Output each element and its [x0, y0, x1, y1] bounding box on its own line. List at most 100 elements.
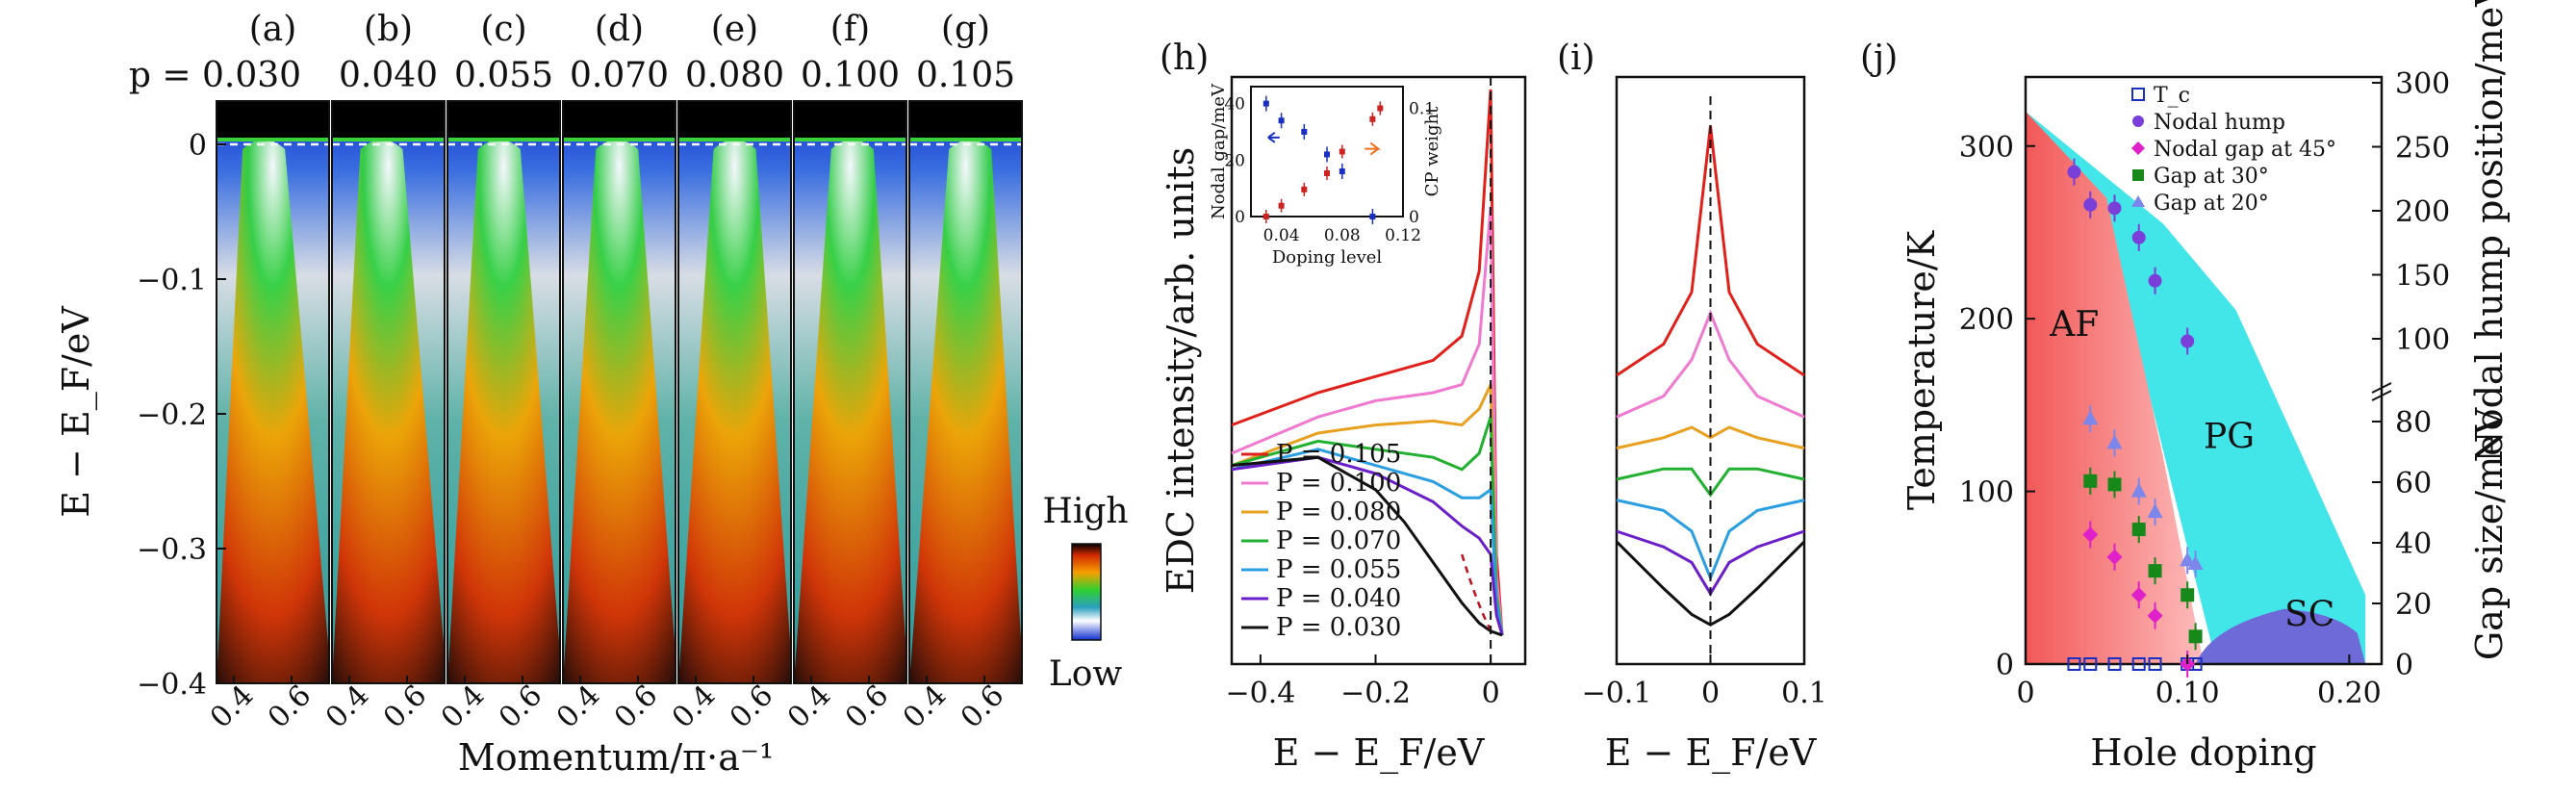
inset-xlabel: Doping level [1272, 247, 1383, 268]
inset-ytick-right: 0 [1409, 208, 1419, 227]
arpes-frame [677, 100, 792, 684]
inset-ylabel-left: Nodal gap/meV [1209, 83, 1229, 219]
panel-h-edc: (h) −0.4 −0.2 0 E − E_F/eV EDC intensity/arb.… [1160, 38, 1527, 775]
ag-ylabel: E − E_F/eV [55, 306, 98, 518]
panel-label: (c) [480, 10, 526, 49]
series-line [1616, 125, 1805, 377]
y3-tick-label: 0 [2395, 649, 2413, 682]
inset-arrow-right [1365, 141, 1382, 156]
legend-label: P = 0.080 [1276, 498, 1401, 526]
y-axis-label: EDC intensity/arb. units [1160, 147, 1202, 595]
arpes-frame [446, 100, 561, 684]
series-line [1616, 425, 1805, 450]
y-tick-label: −0.3 [137, 533, 207, 567]
panel-label: (i) [1557, 38, 1595, 78]
doping-label: 0.100 [801, 56, 900, 95]
inset-ylabel-right: CP weight [1422, 106, 1442, 197]
panel-label: (j) [1860, 38, 1898, 78]
colorbar: High Low [1042, 492, 1128, 694]
arpes-frame [331, 100, 446, 684]
x-tick-label: 0.4 [435, 679, 491, 734]
y2-tick-label: 300 [2395, 67, 2450, 101]
arpes-dispersion-band [447, 140, 560, 683]
tc-marker [2067, 657, 2081, 671]
gap30-marker [2188, 629, 2203, 644]
panel-label: (a) [249, 10, 297, 49]
nodal-hump-marker [2067, 165, 2081, 179]
arpes-image-top [678, 101, 791, 138]
x-axis-label: E − E_F/eV [1273, 731, 1485, 775]
y2-tick-label: 250 [2395, 132, 2450, 166]
x-tick-label: 0.10 [2155, 677, 2220, 710]
axis-break [2371, 390, 2392, 401]
legend-label: Gap at 20° [2154, 192, 2269, 216]
y-tick-label: −0.4 [137, 668, 207, 702]
sc-region [2195, 608, 2366, 664]
legend-label: Nodal gap at 45° [2154, 138, 2336, 162]
nodal-hump-marker [2083, 197, 2098, 212]
gap20-marker [2187, 554, 2204, 570]
x-tick-label: 0.4 [319, 679, 375, 734]
doping-label: 0.070 [570, 56, 669, 95]
nodal-hump-marker [2181, 334, 2195, 348]
doping-label: 0.105 [916, 56, 1015, 95]
arpes-frame [216, 100, 330, 684]
gap30-marker [2131, 523, 2146, 537]
arpes-dispersion-band [678, 140, 791, 683]
y3-tick-label: 60 [2395, 467, 2432, 500]
gap45-marker [2082, 526, 2099, 543]
x-tick-label: 0.6 [608, 679, 664, 734]
x-axis-label: E − E_F/eV [1605, 731, 1817, 775]
legend-marker [2132, 115, 2144, 127]
af-region [2026, 111, 2204, 665]
series-line [1231, 416, 1504, 636]
doping-label: 0.080 [685, 56, 784, 95]
x-tick-label: 0.6 [377, 679, 433, 734]
legend-label: P = 0.100 [1276, 469, 1401, 498]
gap30-marker [2107, 477, 2122, 492]
gap45-marker [2106, 549, 2123, 565]
doping-label: 0.055 [454, 56, 553, 95]
gap30-marker [2181, 588, 2195, 602]
inset-ytick-left: 40 [1224, 95, 1245, 115]
tc-marker [2083, 657, 2098, 671]
y3-tick-label: 40 [2395, 527, 2432, 561]
legend-label: P = 0.055 [1276, 555, 1401, 584]
y-axis-label-right-bottom: Gap size/meV [2468, 407, 2511, 660]
legend-marker [2132, 169, 2144, 181]
gap20-marker [2106, 434, 2123, 449]
legend-label: P = 0.105 [1276, 440, 1401, 469]
tc-marker [2148, 657, 2162, 671]
legend-label: P = 0.070 [1276, 526, 1401, 555]
x-tick-label: 0.6 [262, 679, 318, 734]
plot-frame [2024, 75, 2384, 666]
arpes-dispersion-band [332, 140, 445, 683]
gap20-marker [2180, 551, 2196, 567]
y3-tick-label: 80 [2395, 406, 2432, 440]
plot-frame [1230, 75, 1527, 666]
x-tick-label: 0 [2016, 677, 2034, 710]
x-tick-label: −0.2 [1340, 677, 1411, 710]
ag-xlabel: Momentum/π·a⁻¹ [458, 736, 774, 779]
arpes-dispersion-band [794, 140, 906, 683]
panel-label: (d) [595, 10, 644, 49]
x-tick-label: 0.20 [2317, 677, 2382, 710]
y-axis-label-right-top: Nodal hump position/meV [2468, 0, 2511, 463]
y-tick-label: 300 [1959, 131, 2014, 165]
y-tick-label: 0 [1996, 649, 2014, 682]
arpes-dispersion-band [909, 140, 1022, 683]
doping-label: p = 0.030 [129, 56, 301, 95]
inset-arrow-left [1267, 132, 1280, 143]
panel-i-symmetrized: (i) −0.1 0 0.1 E − E_F/eV [1557, 38, 1827, 775]
region-label: PG [2204, 418, 2255, 457]
x-tick-label: −0.1 [1582, 677, 1652, 710]
arpes-image-top [217, 101, 329, 138]
arpes-frame [562, 100, 676, 684]
y-tick-label: 200 [1959, 303, 2014, 337]
legend-label: P = 0.030 [1276, 613, 1401, 642]
y-axis-label-left: Temperature/K [1900, 230, 1943, 510]
inset-ytick-left: 20 [1224, 151, 1245, 170]
x-tick-label: 0.4 [204, 679, 260, 734]
y-tick-label: −0.1 [137, 264, 207, 297]
